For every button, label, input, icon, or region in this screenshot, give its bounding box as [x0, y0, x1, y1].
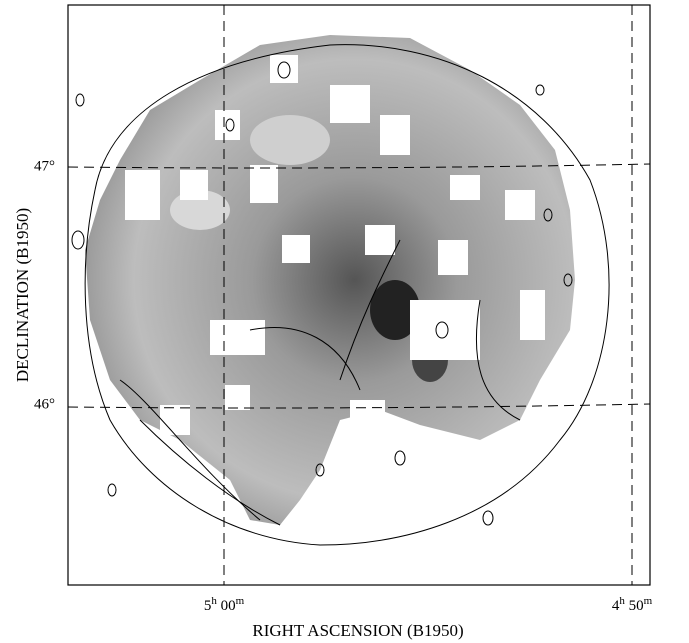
- x-tick-label: 4h 50m: [612, 595, 653, 614]
- unit-superscript: m: [236, 595, 245, 607]
- sky-image: [72, 35, 609, 545]
- y-tick-label: 46°: [34, 396, 55, 412]
- y-axis-label: DECLINATION (B1950): [13, 208, 32, 382]
- tick-number: 00: [217, 598, 236, 614]
- x-tick-label: 5h 00m: [204, 595, 245, 614]
- figure: 47° 46° 5h 00m 4h 50m RIGHT ASCENSION (B…: [0, 0, 689, 643]
- tick-number: 50: [625, 598, 644, 614]
- y-tick-label: 47°: [34, 158, 55, 174]
- unit-superscript: m: [644, 595, 653, 607]
- tick-number: 5: [204, 598, 212, 614]
- x-axis-label: RIGHT ASCENSION (B1950): [252, 621, 463, 640]
